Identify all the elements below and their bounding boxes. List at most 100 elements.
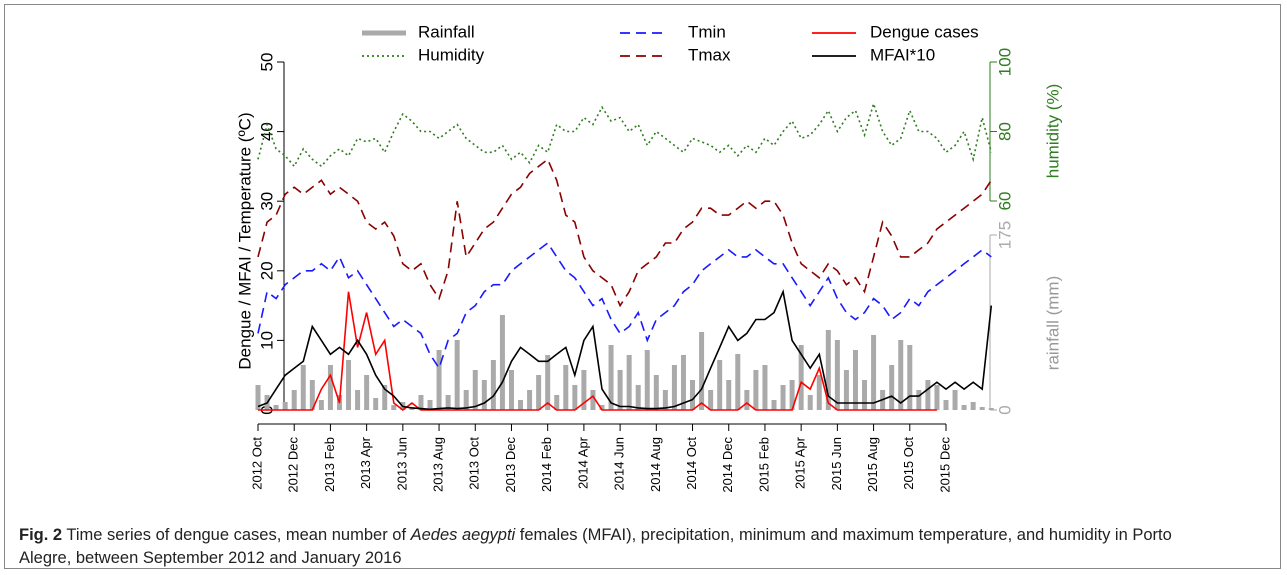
- bar: [943, 400, 949, 410]
- y3-tick-label: 0: [995, 405, 1014, 414]
- bar: [273, 405, 279, 410]
- y-axis-label: Dengue / MFAI / Temperature (ºC): [235, 112, 254, 369]
- bar: [318, 400, 324, 410]
- bar: [653, 375, 659, 410]
- x-tick-label: 2013 Aug: [430, 437, 445, 492]
- bar: [889, 365, 895, 410]
- bar: [255, 385, 261, 410]
- bar: [843, 370, 849, 410]
- bar: [536, 375, 542, 410]
- bar: [916, 390, 922, 410]
- x-tick-label: 2013 Apr: [358, 436, 373, 489]
- x-tick-label: 2013 Dec: [503, 437, 518, 493]
- bar: [744, 390, 750, 410]
- legend-label: Rainfall: [418, 22, 475, 41]
- bar: [934, 385, 940, 410]
- bar: [662, 390, 668, 410]
- x-tick-label: 2014 Feb: [539, 437, 554, 492]
- legend-label: Tmin: [688, 22, 726, 41]
- figure: Dengue / MFAI / Temperature (ºC) humidit…: [4, 4, 1281, 569]
- series-line: [257, 288, 993, 411]
- y2-tick-label: 60: [995, 192, 1014, 211]
- y-tick-label: 20: [257, 261, 276, 280]
- x-tick-label: 2014 Dec: [720, 437, 735, 493]
- y2-axis-label: humidity (%): [1043, 84, 1062, 178]
- bar: [563, 365, 569, 410]
- x-tick-label: 2014 Oct: [684, 437, 699, 490]
- bar: [581, 370, 587, 410]
- x-tick-label: 2012 Dec: [286, 437, 301, 493]
- caption-label: Fig. 2: [19, 526, 63, 544]
- bar: [499, 315, 505, 410]
- bar: [454, 340, 460, 410]
- bar: [472, 370, 478, 410]
- bar: [545, 355, 551, 410]
- bar: [807, 395, 813, 410]
- bar: [373, 398, 379, 410]
- bar: [635, 385, 641, 410]
- bar: [599, 405, 605, 410]
- bar: [418, 395, 424, 410]
- bar: [780, 385, 786, 410]
- bar: [382, 385, 388, 410]
- bar: [762, 365, 768, 410]
- bar: [309, 380, 315, 410]
- y2-tick-label: 80: [995, 122, 1014, 141]
- bar: [816, 375, 822, 410]
- legend-label: Dengue cases: [870, 22, 979, 41]
- bar: [282, 402, 288, 410]
- x-tick-label: 2015 Oct: [901, 437, 916, 490]
- bar: [726, 380, 732, 410]
- bar: [970, 402, 976, 410]
- caption-text: Time series of dengue cases, mean number…: [66, 526, 411, 544]
- bar: [671, 365, 677, 410]
- series-line: [258, 291, 937, 412]
- caption-species: Aedes aegypti: [410, 526, 516, 544]
- legend-label: MFAI*10: [870, 45, 935, 64]
- bar: [907, 345, 913, 410]
- x-tick-label: 2015 Apr: [793, 436, 808, 489]
- series-line: [257, 241, 992, 371]
- y-tick-label: 30: [257, 192, 276, 211]
- bar: [644, 350, 650, 410]
- x-tick-label: 2015 Jun: [829, 437, 844, 491]
- y-tick-label: 50: [257, 53, 276, 72]
- legend-label: Tmax: [688, 45, 731, 64]
- bar: [979, 407, 985, 410]
- legend-label: Humidity: [418, 45, 485, 64]
- bar: [852, 350, 858, 410]
- bar: [690, 380, 696, 410]
- series-line: [257, 100, 993, 168]
- x-tick-label: 2013 Oct: [467, 437, 482, 490]
- bar: [291, 390, 297, 410]
- bar: [327, 365, 333, 410]
- caption-text: females (MFAI), precipitation, minimum a…: [19, 526, 1172, 567]
- bar: [427, 400, 433, 410]
- bar: [617, 370, 623, 410]
- y3-axis-label: rainfall (mm): [1043, 276, 1062, 370]
- x-tick-label: 2015 Aug: [865, 437, 880, 492]
- bar: [508, 370, 514, 410]
- bar: [364, 375, 370, 410]
- bar: [463, 390, 469, 410]
- bar: [590, 390, 596, 410]
- bar: [735, 354, 741, 410]
- bar: [346, 360, 352, 410]
- caption: Fig. 2 Time series of dengue cases, mean…: [19, 524, 1199, 568]
- bar: [753, 370, 759, 410]
- bar: [952, 390, 958, 410]
- bar: [490, 360, 496, 410]
- bar: [608, 345, 614, 410]
- series-line: [257, 158, 992, 308]
- bar: [717, 360, 723, 410]
- bar: [699, 332, 705, 410]
- x-tick-label: 2014 Apr: [575, 436, 590, 489]
- bar: [988, 408, 994, 410]
- x-tick-label: 2015 Dec: [937, 437, 952, 493]
- bar: [961, 405, 967, 410]
- y3-tick-label: 175: [995, 221, 1014, 249]
- bar: [391, 405, 397, 410]
- bar: [518, 400, 524, 410]
- bar: [834, 340, 840, 410]
- bar: [355, 390, 361, 410]
